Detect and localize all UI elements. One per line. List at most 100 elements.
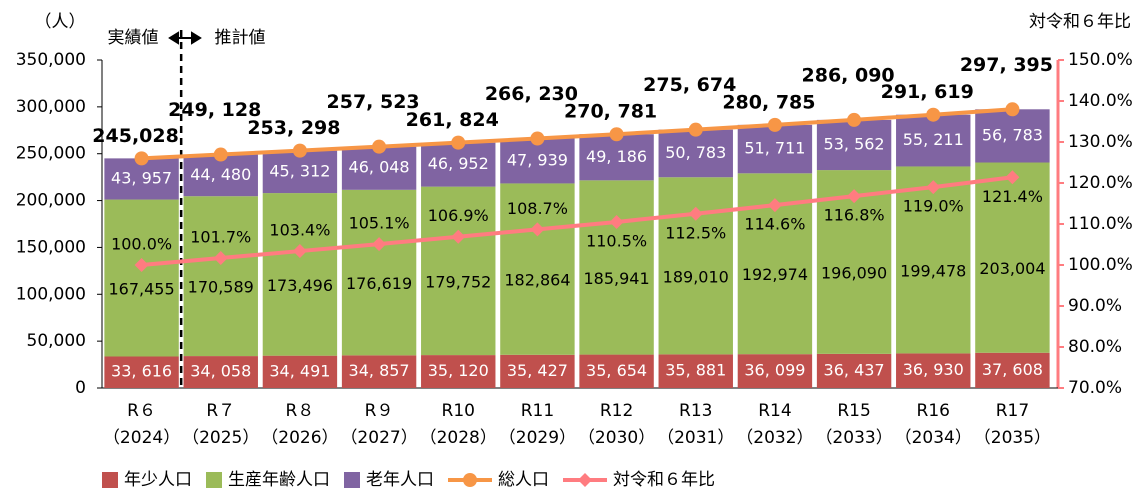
line-marker: [1005, 102, 1020, 117]
x-tick-label: （2027）: [340, 428, 417, 448]
line-marker: [767, 198, 782, 213]
annotation-arrow: [168, 31, 202, 45]
bar-value-label: 179,752: [425, 272, 491, 291]
line-value-label: 257, 523: [327, 91, 420, 113]
bar-value-label: 34, 058: [190, 362, 251, 381]
y2-tick-label: 110.0%: [1068, 214, 1133, 234]
x-tick-label: （2028）: [420, 428, 497, 448]
bar-value-label: 51, 711: [744, 139, 805, 158]
legend-swatch: [102, 472, 118, 488]
legend-swatch: [206, 472, 222, 488]
bar-value-label: 35, 120: [428, 361, 489, 380]
y-tick-label: 250,000: [16, 144, 86, 164]
bar-segment: [896, 166, 971, 354]
x-tick-label: R８: [286, 401, 315, 421]
y2-tick-label: 70.0%: [1068, 378, 1122, 398]
bar-value-label: 35, 881: [665, 361, 726, 380]
bar-segment: [262, 193, 338, 356]
x-tick-label: （2034）: [895, 428, 972, 448]
bar-value-label: 45, 312: [269, 161, 330, 180]
bar-segment: [341, 189, 417, 356]
line-value-label: 291, 619: [881, 81, 974, 103]
line-marker: [767, 117, 782, 132]
bar-value-label: 196,090: [821, 263, 887, 282]
bar-segment: [421, 142, 496, 187]
bar-value-label: 55, 211: [903, 130, 964, 149]
x-tick-label: （2035）: [974, 428, 1051, 448]
line-value-label: 112.5%: [665, 223, 726, 242]
bar-value-label: 34, 491: [269, 361, 330, 380]
x-tick-label: R９: [365, 401, 394, 421]
bar-segment: [816, 119, 892, 171]
line-marker: [372, 237, 387, 252]
bar-segment: [658, 129, 733, 178]
line: [141, 107, 1013, 161]
bar-value-label: 189,010: [663, 267, 729, 286]
bar-segment: [737, 354, 813, 388]
x-tick-label: R16: [917, 401, 950, 421]
bar-segment: [896, 114, 971, 167]
line-value-label: 266, 230: [485, 83, 578, 105]
y-tick-label: 300,000: [16, 97, 86, 117]
line-value-label: 297, 395: [960, 54, 1053, 76]
line-marker: [609, 214, 624, 229]
bar-segment: [975, 352, 1050, 388]
line-value-label: 106.9%: [428, 206, 489, 225]
bar-value-label: 46, 048: [349, 158, 410, 177]
line-value-label: 103.4%: [269, 221, 330, 240]
bar-segment: [262, 150, 338, 194]
line-value-label: 119.0%: [903, 197, 964, 216]
bar-value-label: 37, 608: [982, 360, 1043, 379]
line-value-label: 105.1%: [349, 214, 410, 233]
line-marker: [530, 222, 545, 237]
bar-segment: [183, 196, 258, 357]
bar-value-label: 203,004: [979, 259, 1045, 278]
x-tick-label: R13: [679, 401, 712, 421]
bar-value-label: 44, 480: [190, 165, 251, 184]
bar-segment: [579, 180, 654, 355]
bar-value-label: 43, 957: [111, 168, 172, 187]
bar-segment: [421, 186, 496, 356]
bar-value-label: 36, 930: [903, 360, 964, 379]
y2-tick-label: 120.0%: [1068, 173, 1133, 193]
bar-segment: [500, 138, 575, 184]
line-value-label: 261, 824: [406, 109, 499, 131]
legend-label: 生産年齢人口: [228, 470, 330, 490]
line-marker: [847, 189, 862, 204]
x-tick-label: （2031）: [657, 428, 734, 448]
bar-segment: [183, 356, 258, 388]
line-marker: [134, 258, 149, 272]
line: [141, 175, 1013, 267]
y-tick-label: 200,000: [16, 191, 86, 211]
y-tick-label: 150,000: [16, 237, 86, 257]
bar-value-label: 36, 099: [744, 361, 805, 380]
x-tick-label: R11: [521, 401, 554, 421]
x-tick-label: R６: [127, 401, 156, 421]
x-tick-label: R17: [996, 401, 1029, 421]
bar-value-label: 50, 783: [665, 143, 726, 162]
bar-value-label: 173,496: [267, 276, 333, 295]
bar-value-label: 170,589: [188, 278, 254, 297]
x-tick-label: （2032）: [736, 428, 813, 448]
line-marker: [134, 151, 149, 166]
annotation: 実績値: [108, 28, 159, 48]
line-value-label: 286, 090: [802, 64, 895, 86]
line-value-label: 245,028: [92, 125, 179, 147]
x-tick-label: （2029）: [499, 428, 576, 448]
y2-tick-label: 90.0%: [1068, 296, 1122, 316]
bar-value-label: 36, 437: [824, 360, 885, 379]
bar-value-label: 33, 616: [111, 362, 172, 381]
legend-swatch: [344, 472, 360, 488]
bar-value-label: 192,974: [742, 265, 808, 284]
annotation: 推計値: [215, 28, 266, 48]
legend-swatch: [578, 473, 592, 487]
y-tick-label: 350,000: [16, 50, 86, 70]
y2-tick-label: 100.0%: [1068, 255, 1133, 275]
line-marker: [372, 139, 387, 154]
bar-segment: [737, 124, 813, 174]
bar-segment: [658, 354, 733, 388]
bar-value-label: 34, 857: [349, 361, 410, 380]
bar-segment: [975, 162, 1050, 353]
line-value-label: 253, 298: [247, 117, 340, 139]
bar-segment: [104, 199, 179, 357]
